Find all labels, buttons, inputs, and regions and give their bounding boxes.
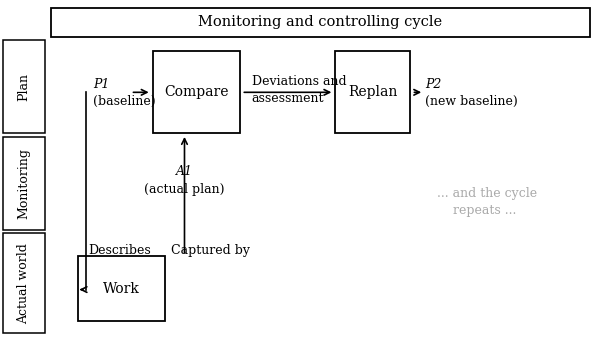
- Text: P1: P1: [93, 78, 109, 91]
- FancyBboxPatch shape: [51, 8, 590, 37]
- Text: Monitoring: Monitoring: [17, 148, 31, 219]
- FancyBboxPatch shape: [3, 137, 45, 230]
- Text: Describes: Describes: [89, 244, 152, 258]
- FancyBboxPatch shape: [3, 233, 45, 333]
- Text: A1: A1: [176, 165, 193, 179]
- Text: repeats ...: repeats ...: [437, 204, 517, 217]
- FancyBboxPatch shape: [78, 256, 165, 321]
- Text: Actual world: Actual world: [17, 243, 31, 324]
- Text: assessment: assessment: [252, 92, 324, 106]
- Text: ... and the cycle: ... and the cycle: [437, 186, 537, 200]
- FancyBboxPatch shape: [335, 51, 410, 133]
- FancyBboxPatch shape: [3, 40, 45, 133]
- Text: (baseline): (baseline): [93, 95, 156, 108]
- Text: Replan: Replan: [348, 85, 398, 99]
- Text: Compare: Compare: [164, 85, 228, 99]
- Text: Captured by: Captured by: [171, 244, 250, 258]
- Text: Monitoring and controlling cycle: Monitoring and controlling cycle: [198, 15, 443, 29]
- Text: (new baseline): (new baseline): [425, 95, 518, 108]
- Text: Deviations and: Deviations and: [252, 75, 346, 88]
- FancyBboxPatch shape: [153, 51, 240, 133]
- Text: (actual plan): (actual plan): [144, 183, 225, 196]
- Text: Work: Work: [103, 282, 140, 296]
- Text: P2: P2: [425, 78, 441, 91]
- Text: Plan: Plan: [17, 73, 31, 101]
